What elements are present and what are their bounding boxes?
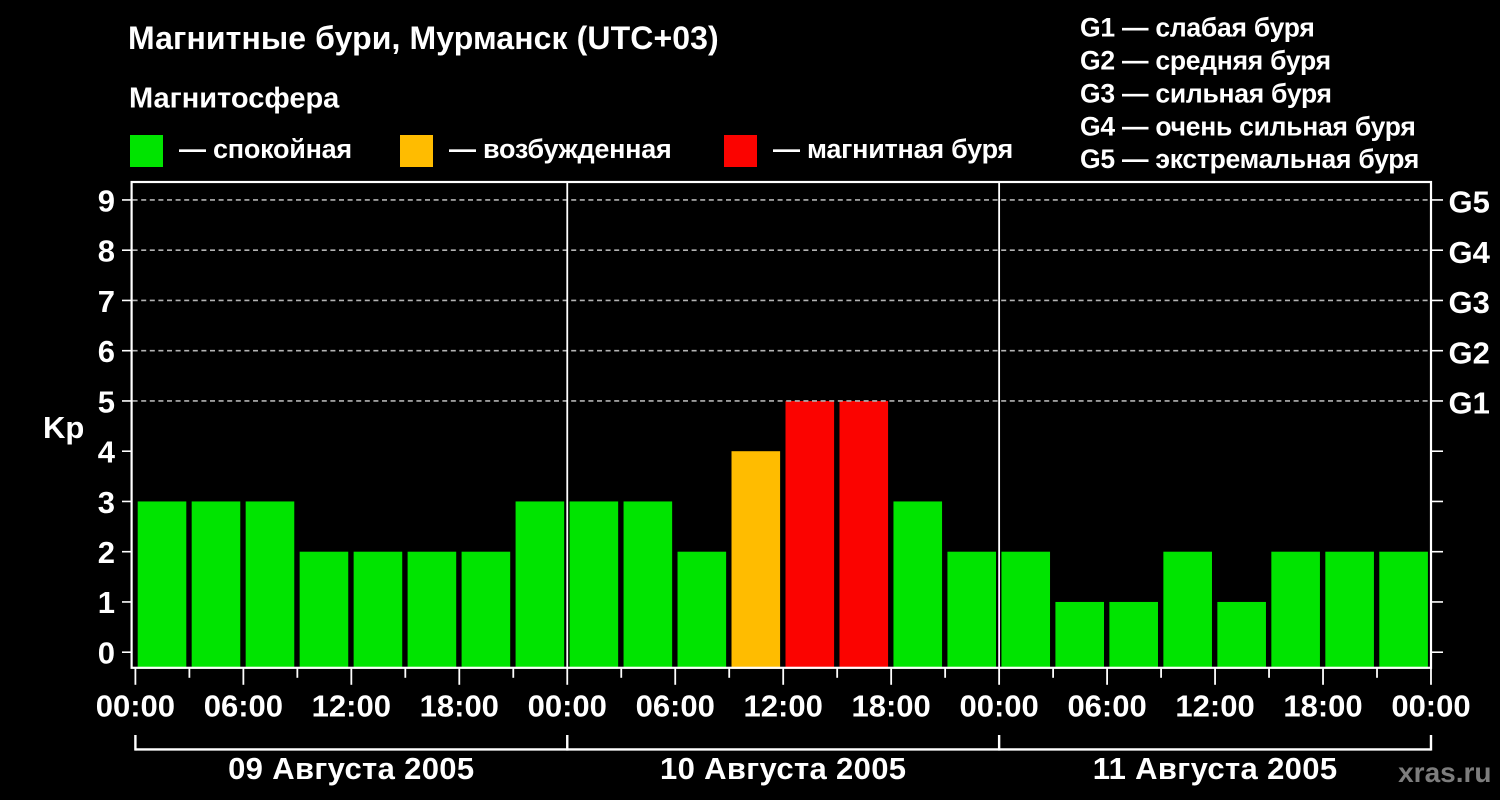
svg-text:12:00: 12:00 xyxy=(312,688,391,723)
svg-text:1: 1 xyxy=(98,585,115,620)
svg-text:9: 9 xyxy=(98,183,115,218)
svg-text:12:00: 12:00 xyxy=(744,688,823,723)
svg-text:5: 5 xyxy=(98,384,115,419)
svg-text:00:00: 00:00 xyxy=(959,688,1038,723)
svg-text:Магнитные бури, Мурманск (UTC+: Магнитные бури, Мурманск (UTC+03) xyxy=(128,20,719,56)
svg-text:8: 8 xyxy=(98,234,115,269)
svg-text:3: 3 xyxy=(98,485,115,520)
svg-text:18:00: 18:00 xyxy=(852,688,931,723)
svg-text:18:00: 18:00 xyxy=(1283,688,1362,723)
svg-text:06:00: 06:00 xyxy=(204,688,283,723)
svg-text:09 Августа 2005: 09 Августа 2005 xyxy=(228,751,474,786)
svg-text:4: 4 xyxy=(98,435,116,470)
svg-text:06:00: 06:00 xyxy=(636,688,715,723)
svg-text:— магнитная буря: — магнитная буря xyxy=(773,134,1013,164)
svg-text:— возбужденная: — возбужденная xyxy=(449,134,671,164)
svg-text:7: 7 xyxy=(98,284,115,319)
svg-text:G1 — слабая буря: G1 — слабая буря xyxy=(1080,13,1315,43)
svg-text:12:00: 12:00 xyxy=(1175,688,1254,723)
svg-text:G2 — средняя буря: G2 — средняя буря xyxy=(1080,46,1331,76)
svg-text:11 Августа 2005: 11 Августа 2005 xyxy=(1093,751,1338,786)
svg-text:Kp: Kp xyxy=(43,410,84,445)
svg-text:6: 6 xyxy=(98,334,115,369)
svg-text:G4: G4 xyxy=(1449,235,1491,270)
svg-text:00:00: 00:00 xyxy=(1391,688,1470,723)
svg-text:G5 — экстремальная буря: G5 — экстремальная буря xyxy=(1080,144,1419,174)
svg-text:0: 0 xyxy=(98,636,115,671)
svg-text:G3 — сильная буря: G3 — сильная буря xyxy=(1080,78,1332,108)
svg-text:00:00: 00:00 xyxy=(528,688,607,723)
svg-text:xras.ru: xras.ru xyxy=(1398,757,1491,788)
svg-text:00:00: 00:00 xyxy=(96,688,175,723)
svg-text:G3: G3 xyxy=(1449,285,1490,320)
svg-text:G2: G2 xyxy=(1449,335,1490,370)
svg-text:18:00: 18:00 xyxy=(420,688,499,723)
svg-text:10 Августа 2005: 10 Августа 2005 xyxy=(660,751,906,786)
svg-text:G1: G1 xyxy=(1449,386,1490,421)
svg-text:Магнитосфера: Магнитосфера xyxy=(129,83,340,115)
svg-text:G5: G5 xyxy=(1449,185,1490,220)
svg-text:2: 2 xyxy=(98,535,115,570)
svg-text:06:00: 06:00 xyxy=(1067,688,1146,723)
svg-text:G4 — очень сильная буря: G4 — очень сильная буря xyxy=(1080,111,1416,141)
svg-text:— спокойная: — спокойная xyxy=(179,134,352,164)
